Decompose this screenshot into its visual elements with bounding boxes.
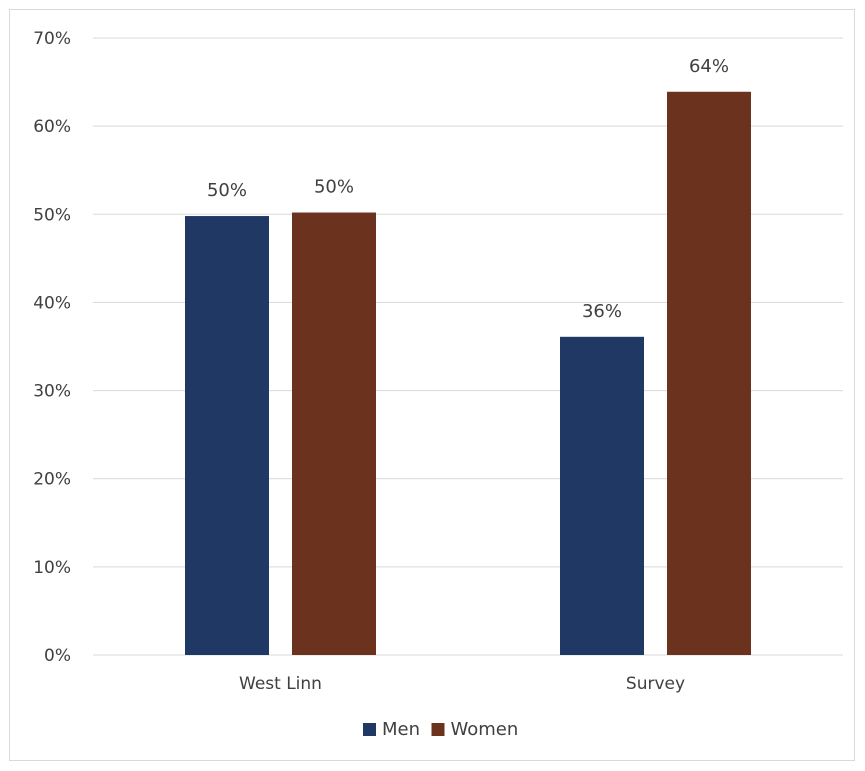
data-label: 50% bbox=[207, 180, 247, 201]
y-tick-label: 30% bbox=[33, 382, 71, 402]
y-tick-label: 0% bbox=[44, 646, 71, 666]
chart-frame: 0% 10% 20% 30% 40% 50% 60% 70% 50% 50% 36% 64% Wes… bbox=[9, 9, 855, 761]
legend-swatch-women bbox=[431, 723, 445, 736]
bars bbox=[185, 91, 751, 655]
legend-label-men: Men bbox=[382, 719, 420, 740]
legend-swatch-men bbox=[363, 723, 376, 736]
data-labels: 50% 50% 36% 64% bbox=[207, 56, 729, 322]
bar-men-west-linn bbox=[185, 216, 269, 655]
y-axis-tick-labels: 0% 10% 20% 30% 40% 50% 60% 70% bbox=[33, 29, 71, 666]
y-tick-label: 10% bbox=[33, 558, 71, 578]
data-label: 36% bbox=[582, 301, 622, 322]
y-tick-label: 40% bbox=[33, 293, 71, 313]
bar-men-survey bbox=[560, 336, 644, 655]
x-tick-label: West Linn bbox=[239, 674, 322, 694]
data-label: 64% bbox=[689, 56, 729, 77]
legend: Men Women bbox=[363, 719, 518, 740]
x-axis-category-labels: West Linn Survey bbox=[239, 674, 685, 694]
data-label: 50% bbox=[314, 177, 354, 198]
x-tick-label: Survey bbox=[626, 674, 685, 694]
y-tick-label: 60% bbox=[33, 117, 71, 137]
y-tick-label: 50% bbox=[33, 205, 71, 225]
bar-women-west-linn bbox=[292, 212, 376, 655]
legend-label-women: Women bbox=[451, 719, 519, 740]
bar-women-survey bbox=[667, 91, 751, 655]
y-tick-label: 20% bbox=[33, 470, 71, 490]
bar-chart: 0% 10% 20% 30% 40% 50% 60% 70% 50% 50% 36% 64% Wes… bbox=[33, 29, 843, 740]
y-tick-label: 70% bbox=[33, 29, 71, 49]
